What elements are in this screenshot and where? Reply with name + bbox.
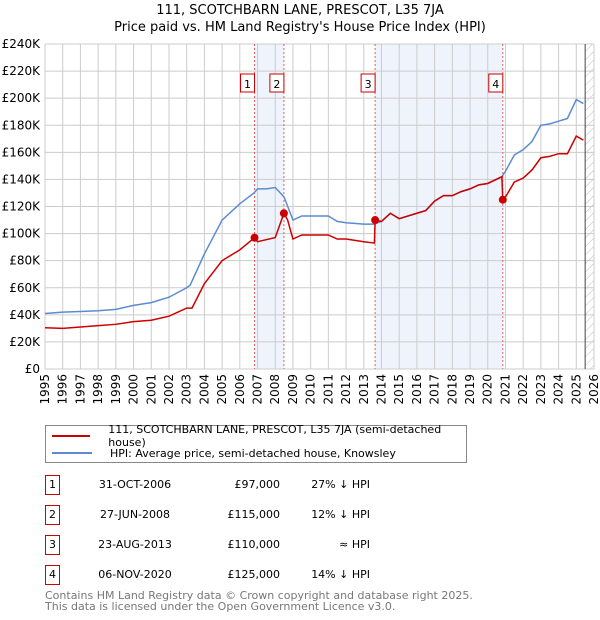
sale-number: 2 bbox=[45, 505, 60, 525]
y-tick-label: £140K bbox=[2, 172, 42, 186]
x-tick-label: 2026 bbox=[587, 374, 600, 405]
legend-swatch-hpi bbox=[52, 452, 92, 454]
footer-line2: This data is licensed under the Open Gov… bbox=[45, 600, 396, 613]
legend: 111, SCOTCHBARN LANE, PRESCOT, L35 7JA (… bbox=[45, 423, 467, 463]
sale-date: 31-OCT-2006 bbox=[98, 478, 172, 491]
legend-label-property: 111, SCOTCHBARN LANE, PRESCOT, L35 7JA (… bbox=[108, 423, 442, 449]
y-tick-label: £40K bbox=[9, 308, 41, 322]
legend-swatch-property bbox=[52, 435, 91, 437]
sale-point bbox=[498, 195, 507, 204]
x-tick-label: 2013 bbox=[357, 374, 371, 405]
sale-hpi-diff: 12% ↓ HPI bbox=[311, 508, 370, 521]
sale-price: £110,000 bbox=[227, 538, 281, 551]
x-tick-label: 2022 bbox=[516, 374, 530, 405]
y-tick-label: £220K bbox=[2, 64, 42, 78]
sale-point bbox=[279, 209, 288, 218]
sale-price: £115,000 bbox=[227, 508, 281, 521]
x-tick-label: 1996 bbox=[56, 374, 70, 405]
y-tick-label: £60K bbox=[9, 281, 41, 295]
chart-title: 111, SCOTCHBARN LANE, PRESCOT, L35 7JA bbox=[156, 3, 444, 18]
sale-label-box bbox=[360, 73, 376, 93]
sale-row: 4 06-NOV-2020 £125,000 14% ↓ HPI bbox=[45, 565, 485, 585]
x-tick-label: 1998 bbox=[91, 374, 105, 405]
footer: Contains HM Land Registry data © Crown c… bbox=[45, 590, 473, 612]
sale-label-box bbox=[488, 73, 504, 93]
x-tick-label: 2008 bbox=[268, 374, 282, 405]
sale-price: £97,000 bbox=[234, 478, 281, 491]
x-tick-label: 2016 bbox=[410, 374, 424, 405]
y-tick-label: £100K bbox=[2, 227, 42, 241]
sale-date: 06-NOV-2020 bbox=[98, 568, 172, 581]
x-tick-label: 2023 bbox=[534, 374, 548, 405]
sale-hpi-diff: ≈ HPI bbox=[339, 538, 370, 551]
sale-point bbox=[371, 216, 380, 225]
chart-subtitle: Price paid vs. HM Land Registry's House … bbox=[114, 20, 486, 35]
y-tick-label: £160K bbox=[2, 145, 42, 159]
sale-label: 1 bbox=[244, 78, 251, 91]
sale-label: 4 bbox=[492, 78, 499, 91]
x-tick-label: 2020 bbox=[481, 374, 495, 405]
sale-price: £125,000 bbox=[227, 568, 281, 581]
sale-label: 3 bbox=[365, 78, 372, 91]
y-tick-label: £120K bbox=[2, 200, 42, 214]
x-tick-label: 2005 bbox=[215, 374, 229, 405]
legend-label-hpi: HPI: Average price, semi-detached house,… bbox=[110, 446, 396, 460]
x-tick-label: 2010 bbox=[304, 374, 318, 405]
y-tick-label: £240K bbox=[2, 37, 42, 51]
sale-number: 3 bbox=[45, 535, 60, 555]
x-tick-label: 2018 bbox=[445, 374, 459, 405]
sale-number: 4 bbox=[45, 565, 60, 585]
y-tick-label: £200K bbox=[2, 91, 42, 105]
series-line-property bbox=[44, 135, 584, 330]
x-tick-label: 2009 bbox=[286, 374, 300, 405]
x-tick-label: 1999 bbox=[109, 374, 123, 405]
sale-date: 27-JUN-2008 bbox=[99, 508, 171, 521]
x-tick-label: 2006 bbox=[233, 374, 247, 405]
x-tick-label: 1995 bbox=[38, 374, 52, 405]
x-tick-label: 2021 bbox=[498, 374, 512, 405]
x-tick-label: 2007 bbox=[251, 374, 265, 405]
x-tick-label: 2025 bbox=[569, 374, 583, 405]
y-tick-label: £80K bbox=[9, 254, 41, 268]
x-tick-label: 2017 bbox=[428, 374, 442, 405]
x-tick-label: 2012 bbox=[339, 374, 353, 405]
sale-date: 23-AUG-2013 bbox=[98, 538, 172, 551]
y-tick-label: £20K bbox=[9, 335, 41, 349]
sale-row: 1 31-OCT-2006 £97,000 27% ↓ HPI bbox=[45, 475, 485, 495]
price-chart: £0 £20K £40K £60K £80K £100K £120K £140K £160K £1… bbox=[2, 37, 600, 405]
sale-point bbox=[250, 233, 259, 242]
x-tick-label: 2014 bbox=[374, 374, 388, 405]
sale-label-box bbox=[240, 73, 256, 93]
x-tick-label: 2024 bbox=[552, 374, 566, 405]
x-tick-label: 2003 bbox=[180, 374, 194, 405]
x-tick-label: 2002 bbox=[162, 374, 176, 405]
sale-label: 2 bbox=[273, 78, 280, 91]
sale-row: 2 27-JUN-2008 £115,000 12% ↓ HPI bbox=[45, 505, 485, 525]
x-tick-label: 2004 bbox=[197, 374, 211, 405]
footer-line1: Contains HM Land Registry data © Crown c… bbox=[45, 589, 473, 602]
x-tick-label: 2011 bbox=[321, 374, 335, 405]
y-tick-label: £180K bbox=[2, 118, 42, 132]
x-tick-label: 2001 bbox=[144, 374, 158, 405]
sale-hpi-diff: 14% ↓ HPI bbox=[311, 568, 370, 581]
series-line-hpi bbox=[44, 98, 584, 315]
y-tick-label: £0 bbox=[25, 362, 40, 376]
x-tick-label: 1997 bbox=[73, 374, 87, 405]
x-tick-label: 2000 bbox=[127, 374, 141, 405]
x-tick-label: 2019 bbox=[463, 374, 477, 405]
sale-label-box bbox=[269, 73, 285, 93]
sale-hpi-diff: 27% ↓ HPI bbox=[311, 478, 370, 491]
x-tick-label: 2015 bbox=[392, 374, 406, 405]
sale-row: 3 23-AUG-2013 £110,000 ≈ HPI bbox=[45, 535, 485, 555]
sale-number: 1 bbox=[45, 475, 60, 495]
